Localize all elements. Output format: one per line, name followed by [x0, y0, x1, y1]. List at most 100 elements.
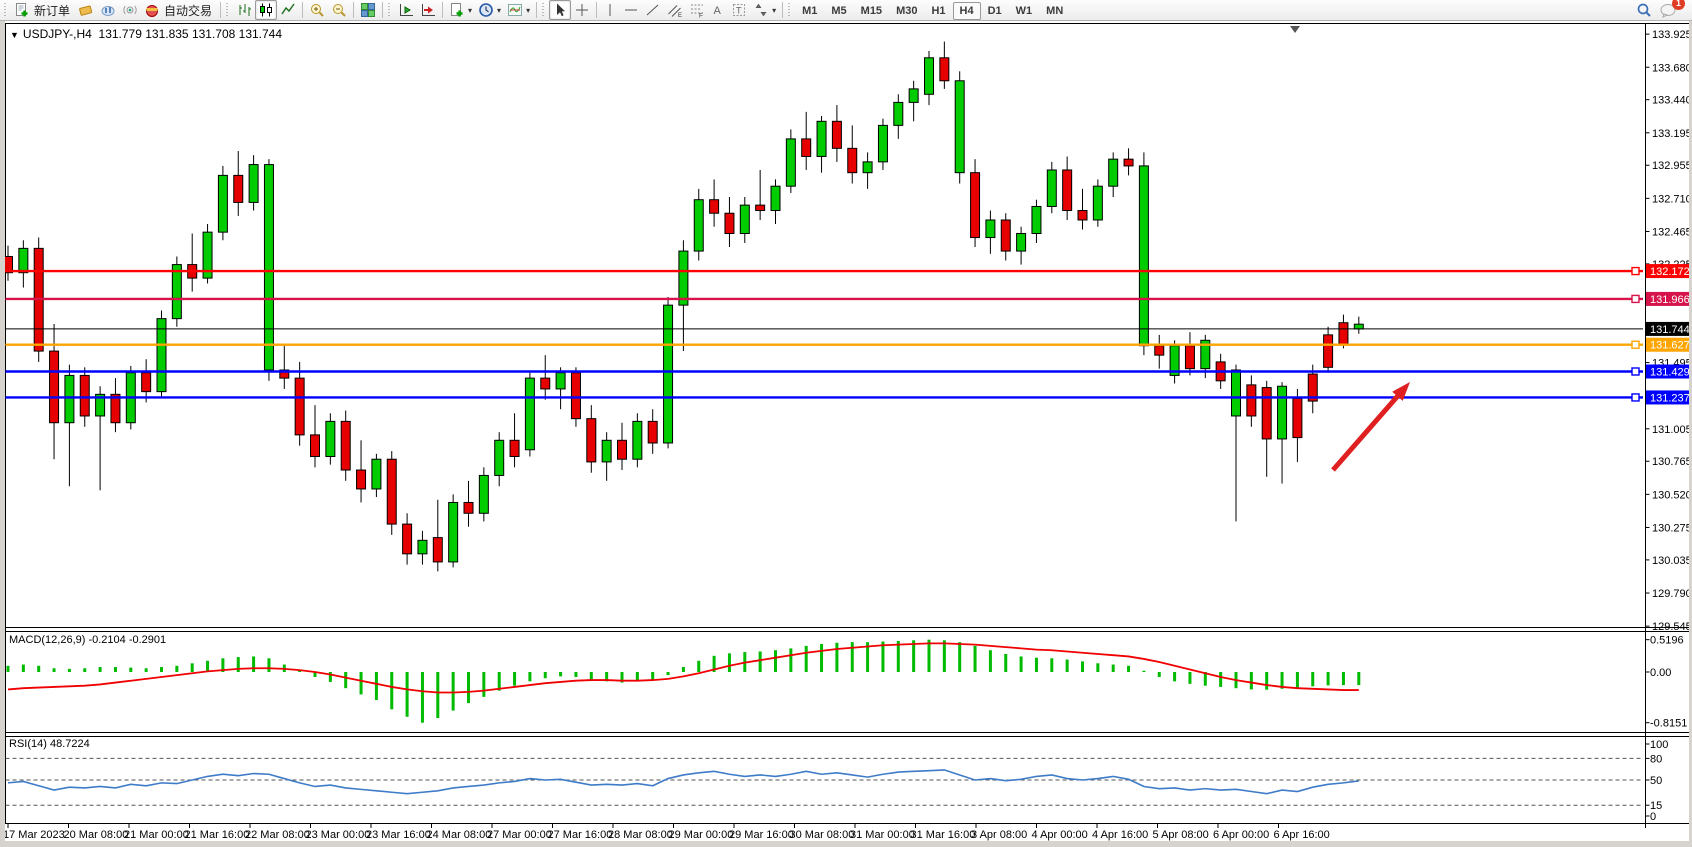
- time-axis-label: 28 Mar 08:00: [608, 829, 673, 841]
- toolbar-grip[interactable]: [388, 2, 394, 18]
- toolbar-grip[interactable]: [226, 2, 232, 18]
- templates-button[interactable]: ▾: [446, 0, 475, 20]
- level-line-handle: [1631, 294, 1640, 304]
- notifications-button[interactable]: 1: [1656, 0, 1686, 20]
- bear-candle: [1077, 210, 1088, 221]
- bear-candle: [310, 434, 320, 458]
- cursor-button[interactable]: [549, 0, 572, 20]
- bar-chart-button[interactable]: [233, 0, 255, 20]
- toolbar-grip[interactable]: [4, 2, 9, 18]
- price-axis-tick-label: 131.005: [1652, 424, 1692, 436]
- timeframe-group: M1 M5 M15 M30 H1 H4 D1 W1 MN: [795, 2, 1070, 20]
- macd-histogram-bar: [1173, 672, 1177, 682]
- new-order-button[interactable]: 新订单: [11, 0, 75, 20]
- search-icon: [1635, 2, 1653, 19]
- price-axis-tick-label: 130.035: [1652, 555, 1692, 567]
- bear-candle: [939, 57, 950, 82]
- search-button[interactable]: [1632, 0, 1656, 20]
- candlestick-chart-button[interactable]: [255, 0, 278, 20]
- price-axis-tick-label: 129.545: [1652, 621, 1692, 633]
- bear-candle: [509, 439, 520, 458]
- rsi-axis-tick-label: 15: [1650, 800, 1662, 812]
- timeframe-button-m30[interactable]: M30: [896, 5, 918, 17]
- macd-histogram-bar: [697, 660, 701, 672]
- time-axis-label: 21 Mar 00:00: [124, 829, 189, 841]
- price-label-box: [1646, 364, 1692, 379]
- macd-histogram-bar: [221, 658, 225, 672]
- time-axis-label: 21 Mar 16:00: [185, 829, 250, 841]
- timeframe-button-w1[interactable]: W1: [1015, 5, 1033, 17]
- indicators-button[interactable]: ▾: [504, 0, 533, 20]
- bull-candle: [156, 318, 167, 393]
- zoom-in-button[interactable]: [306, 0, 328, 20]
- rsi-axis-tick-label: 100: [1650, 739, 1668, 751]
- time-axis-label: 23 Mar 16:00: [366, 829, 431, 841]
- toolbar-grip[interactable]: [542, 2, 548, 18]
- text-label-button[interactable]: T: [728, 0, 750, 20]
- auto-trading-button[interactable]: 自动交易: [141, 0, 217, 20]
- arrows-tool-icon: [753, 2, 769, 18]
- horizontal-line-button[interactable]: [620, 0, 642, 20]
- timeframe-button-h4[interactable]: H4: [952, 2, 981, 20]
- macd-histogram-bar: [1280, 672, 1284, 689]
- bear-candle: [755, 204, 766, 212]
- timeframe-button-m5[interactable]: M5: [831, 5, 847, 17]
- chart-window[interactable]: 133.925 133.680 133.440 133.195 132.955 132.7…: [0, 21, 1692, 847]
- bear-candle: [1292, 397, 1303, 439]
- text-tool-button[interactable]: A: [708, 0, 728, 20]
- bear-candle: [294, 377, 305, 436]
- signal-beacon-icon: [122, 2, 138, 18]
- macd-histogram-bar: [513, 672, 517, 686]
- timeframe-button-m15[interactable]: M15: [860, 5, 883, 17]
- equidistant-channel-button[interactable]: E: [664, 0, 686, 20]
- bull-candle: [18, 247, 29, 274]
- macd-histogram-bar: [712, 655, 716, 672]
- periods-button[interactable]: ▾: [475, 0, 504, 20]
- one-click-trading-icon[interactable]: ▼: [10, 30, 19, 40]
- tile-windows-button[interactable]: [357, 0, 379, 20]
- notification-badge: 1: [1672, 0, 1685, 10]
- bear-candle: [110, 393, 121, 424]
- toolbar: 新订单 自动交易: [0, 0, 1692, 21]
- gold-book-icon: [78, 2, 94, 18]
- window-edge-bottom: [0, 841, 1692, 847]
- timeframe-button-h1[interactable]: H1: [931, 5, 946, 17]
- history-center-button[interactable]: [75, 0, 97, 20]
- macd-histogram-bar: [605, 672, 609, 682]
- toolbar-grip[interactable]: [788, 2, 794, 18]
- bull-candle: [95, 393, 106, 417]
- line-chart-button[interactable]: [277, 0, 299, 20]
- chart-shift-button[interactable]: [417, 0, 439, 20]
- timeframe-button-d1[interactable]: D1: [987, 5, 1002, 17]
- level-line-handle: [1631, 266, 1640, 276]
- time-axis-label: 4 Apr 16:00: [1092, 829, 1148, 841]
- bear-candle: [233, 174, 244, 203]
- bar-chart-icon: [236, 2, 252, 18]
- market-watch-button[interactable]: [97, 0, 119, 20]
- price-axis-tick-label: 129.790: [1652, 588, 1692, 600]
- fibonacci-button[interactable]: F: [686, 0, 708, 20]
- timeframe-button-mn[interactable]: MN: [1046, 5, 1064, 17]
- vertical-line-button[interactable]: [600, 0, 620, 20]
- bear-candle: [831, 120, 842, 149]
- signals-button[interactable]: [119, 0, 141, 20]
- text-label-icon: T: [731, 2, 747, 18]
- crosshair-button[interactable]: [571, 0, 593, 20]
- bear-candle: [49, 350, 60, 424]
- time-axis-label: 24 Mar 08:00: [427, 829, 492, 841]
- rsi-axis-tick-label: 80: [1650, 753, 1662, 765]
- macd-histogram-bar: [1050, 658, 1054, 672]
- trendline-button[interactable]: [642, 0, 664, 20]
- timeframe-button-m1[interactable]: M1: [802, 5, 818, 17]
- macd-histogram-bar: [497, 672, 501, 691]
- bear-candle: [1000, 219, 1011, 252]
- zoom-out-button[interactable]: [328, 0, 350, 20]
- arrows-tool-button[interactable]: ▾: [750, 0, 779, 20]
- macd-histogram-bar: [758, 651, 762, 672]
- bull-candle: [739, 204, 750, 234]
- dropdown-caret-icon: ▾: [468, 5, 473, 15]
- macd-histogram-bar: [958, 642, 962, 672]
- auto-scroll-button[interactable]: [395, 0, 417, 20]
- macd-histogram-bar: [1357, 672, 1361, 686]
